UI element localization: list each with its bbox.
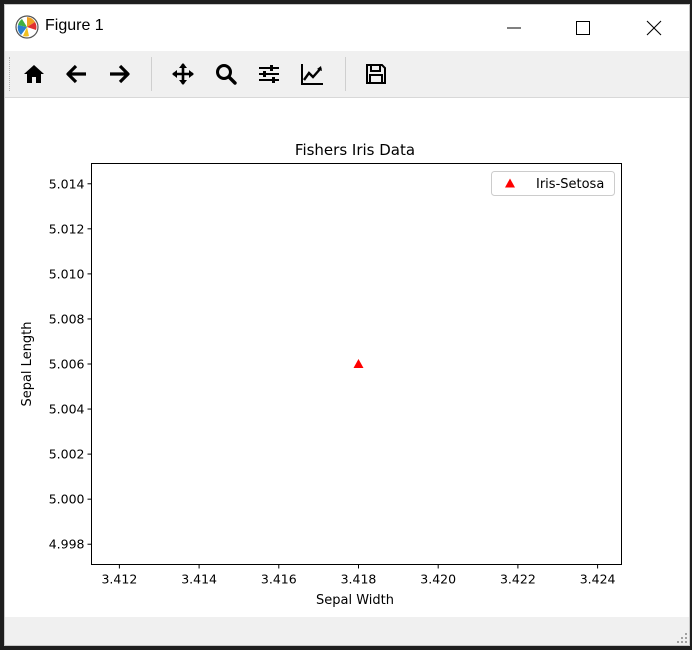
y-tick-label: 5.014 xyxy=(49,176,85,191)
edit-axes-button[interactable] xyxy=(296,58,328,90)
navigation-toolbar xyxy=(5,51,689,98)
close-icon xyxy=(646,20,662,36)
chart-title: Fishers Iris Data xyxy=(295,141,415,159)
x-tick-label: 3.412 xyxy=(101,572,137,587)
home-icon xyxy=(24,65,44,83)
arrow-left-icon xyxy=(66,64,86,84)
y-tick-label: 5.002 xyxy=(49,447,85,462)
y-tick-label: 5.004 xyxy=(49,402,85,417)
resize-grip-icon[interactable] xyxy=(677,633,687,643)
x-tick-label: 3.420 xyxy=(420,572,456,587)
legend-marker xyxy=(505,178,515,188)
y-tick-label: 5.006 xyxy=(49,357,85,372)
maximize-icon xyxy=(576,21,590,35)
subplots-button[interactable] xyxy=(253,58,285,90)
x-axis-label: Sepal Width xyxy=(316,593,394,608)
legend-box xyxy=(491,171,615,196)
status-bar xyxy=(5,617,689,645)
maximize-button[interactable] xyxy=(553,5,613,51)
x-axis: 3.412 3.414 3.416 3.418 3.420 3.422 3.424 xyxy=(101,564,616,587)
title-bar: Figure 1 xyxy=(5,5,689,51)
matplotlib-logo-icon xyxy=(15,15,39,39)
figure-canvas[interactable]: Fishers Iris Data 3.412 3.414 3.416 3.418 3.… xyxy=(5,98,689,618)
minimize-icon xyxy=(507,27,521,29)
legend: Iris-Setosa xyxy=(491,171,615,196)
toolbar-grip xyxy=(9,57,12,91)
y-axis: 4.998 5.000 5.002 5.004 5.006 5.008 5.010 5.012… xyxy=(49,176,92,552)
y-tick-label: 5.010 xyxy=(49,266,85,281)
x-tick-label: 3.416 xyxy=(261,572,297,587)
x-tick-label: 3.414 xyxy=(181,572,217,587)
y-tick-label: 5.000 xyxy=(49,492,85,507)
sliders-icon xyxy=(259,65,279,83)
data-points xyxy=(353,359,364,368)
magnifier-icon xyxy=(216,64,237,85)
x-tick-label: 3.422 xyxy=(500,572,536,587)
x-tick-label: 3.418 xyxy=(341,572,377,587)
window-title: Figure 1 xyxy=(45,17,104,34)
figure-window: Figure 1 xyxy=(4,4,690,646)
home-button[interactable] xyxy=(18,58,50,90)
minimize-button[interactable] xyxy=(484,5,544,51)
move-icon xyxy=(172,63,194,85)
y-tick-label: 5.012 xyxy=(49,221,85,236)
arrow-right-icon xyxy=(110,64,130,84)
y-axis-label: Sepal Length xyxy=(20,321,35,406)
back-button[interactable] xyxy=(61,58,93,90)
toolbar-separator xyxy=(151,57,152,91)
chart: Fishers Iris Data 3.412 3.414 3.416 3.418 3.… xyxy=(20,141,622,608)
pan-button[interactable] xyxy=(167,58,199,90)
y-tick-label: 4.998 xyxy=(49,537,85,552)
data-point xyxy=(353,359,364,368)
x-tick-label: 3.424 xyxy=(580,572,616,587)
y-tick-label: 5.008 xyxy=(49,311,85,326)
zoom-button[interactable] xyxy=(210,58,242,90)
legend-label: Iris-Setosa xyxy=(536,177,604,192)
save-button[interactable] xyxy=(360,58,392,90)
toolbar-separator xyxy=(345,57,346,91)
line-chart-icon xyxy=(301,64,323,85)
floppy-disk-icon xyxy=(366,64,386,84)
forward-button[interactable] xyxy=(103,58,135,90)
close-button[interactable] xyxy=(624,5,684,51)
